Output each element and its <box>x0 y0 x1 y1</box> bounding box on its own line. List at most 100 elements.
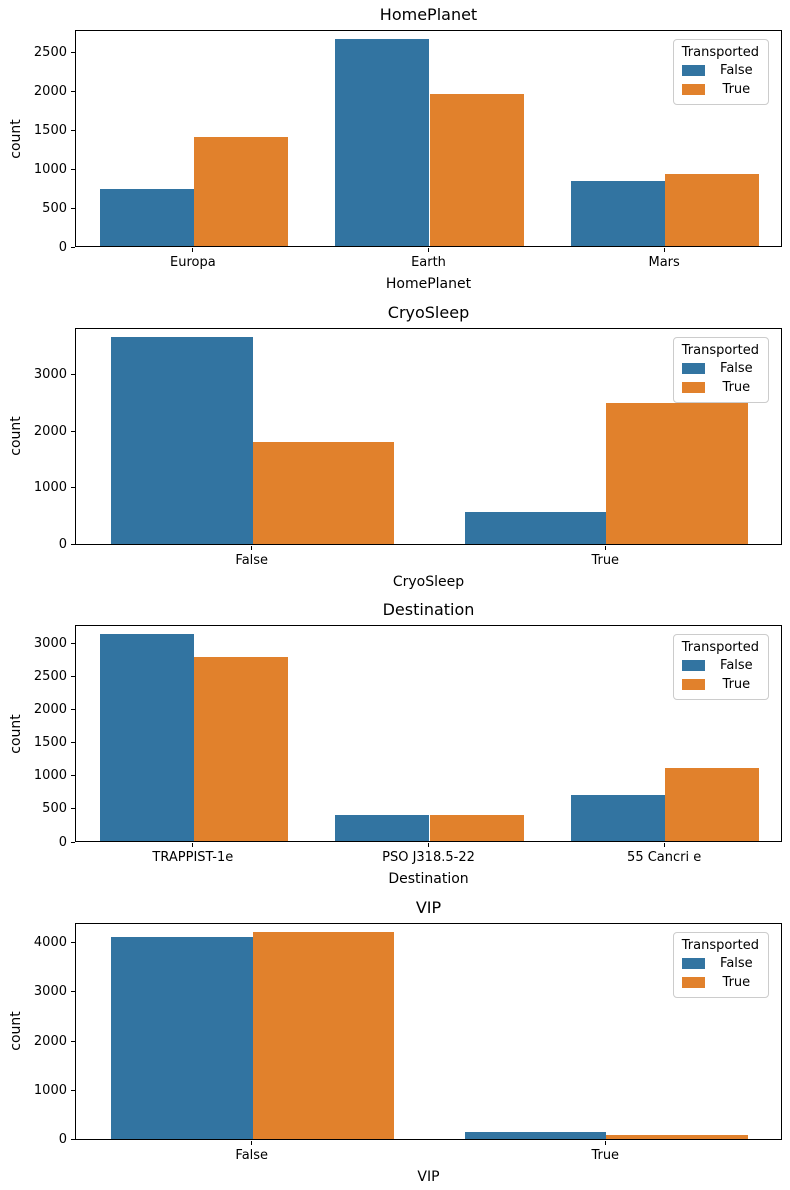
bar-cryosleep-true-true <box>606 402 748 544</box>
legend-title: Transported <box>681 45 759 60</box>
y-tick-mark <box>71 742 75 744</box>
x-tick-mark <box>428 843 429 847</box>
chart-title-cryosleep: CryoSleep <box>387 302 470 322</box>
y-tick-mark <box>71 90 75 92</box>
bar-homeplanet-earth-false <box>335 39 430 246</box>
y-tick-mark <box>71 544 75 545</box>
y-tick-label: 3000 <box>33 984 67 1000</box>
legend-entry-true: True <box>681 378 759 397</box>
chart-title-vip: VIP <box>415 897 442 917</box>
legend-swatch-false <box>681 362 705 374</box>
legend-entry-true: True <box>681 675 759 694</box>
x-tick-mark <box>604 1140 606 1145</box>
y-tick-label: 1000 <box>33 480 67 496</box>
y-tick-label: 0 <box>58 834 67 850</box>
bar-destination-trappist-1e-false <box>99 634 194 841</box>
bar-vip-true-false <box>464 1132 607 1139</box>
legend-title: Transported <box>681 640 759 655</box>
x-tick-mark <box>663 843 665 847</box>
x-tick-label: True <box>591 1147 620 1163</box>
y-tick-mark <box>71 487 75 489</box>
y-tick-label: 3000 <box>33 367 67 383</box>
y-tick-mark <box>71 643 75 645</box>
y-tick-label: 3000 <box>33 636 67 652</box>
legend-swatch-true <box>681 381 705 393</box>
y-tick-mark <box>71 207 75 209</box>
y-tick-label: 1500 <box>33 122 67 138</box>
y-tick-label: 2000 <box>33 83 67 99</box>
x-tick-mark <box>604 545 606 550</box>
x-tick-label: False <box>235 552 269 568</box>
legend-cryosleep: Transported False True <box>672 336 769 403</box>
y-axis-label-cryosleep: count <box>8 416 24 456</box>
y-tick-mark <box>71 1089 75 1091</box>
x-tick-label: TRAPPIST-1e <box>152 850 234 865</box>
plot-area-cryosleep: Transported False True <box>75 327 782 545</box>
legend-label: True <box>722 379 751 395</box>
x-axis-label-cryosleep: CryoSleep <box>392 573 465 590</box>
x-tick-label: Mars <box>648 255 680 270</box>
bar-destination-55-cancri-e-true <box>665 768 760 841</box>
chart-destination: Destination Transported False True 0 500 1000 1… <box>0 595 790 893</box>
bar-cryosleep-true-false <box>464 512 607 544</box>
y-tick-label: 1500 <box>33 735 67 751</box>
x-tick-label: False <box>235 1147 269 1163</box>
y-tick-label: 1000 <box>33 1082 67 1098</box>
legend-homeplanet: Transported False True <box>672 39 769 105</box>
bar-destination-pso-j318-5-22-false <box>335 814 430 841</box>
bar-cryosleep-false-false <box>111 336 253 544</box>
y-tick-label: 500 <box>42 801 67 817</box>
legend-label: False <box>720 955 753 971</box>
x-tick-mark <box>663 248 665 252</box>
chart-vip: VIP Transported False True 0 1000 2000 3000 4000… <box>0 893 790 1190</box>
legend-title: Transported <box>681 342 759 358</box>
plot-area-homeplanet: Transported False True <box>75 30 782 247</box>
y-tick-mark <box>71 374 75 376</box>
legend-label: True <box>722 974 751 990</box>
legend-label: True <box>722 82 751 97</box>
y-tick-mark <box>71 430 75 432</box>
y-axis-label-destination: count <box>8 713 24 754</box>
bar-cryosleep-false-true <box>252 442 395 544</box>
y-tick-label: 1000 <box>33 161 67 177</box>
legend-swatch-true <box>681 679 705 690</box>
bar-vip-true-true <box>606 1134 748 1139</box>
plot-area-destination: Transported False True <box>75 625 782 842</box>
y-tick-label: 2000 <box>33 702 67 718</box>
chart-title-destination: Destination <box>382 600 475 619</box>
plot-area-vip: Transported False True <box>75 922 782 1140</box>
legend-entry-true: True <box>681 80 759 99</box>
legend-entry-true: True <box>681 973 759 992</box>
chart-cryosleep: CryoSleep Transported False True 0 1000 2000 30… <box>0 298 790 596</box>
legend-entry-false: False <box>681 954 759 973</box>
y-tick-label: 1000 <box>33 768 67 784</box>
x-tick-mark <box>192 248 194 252</box>
y-tick-label: 2000 <box>33 423 67 439</box>
bar-destination-pso-j318-5-22-true <box>429 814 524 841</box>
x-tick-label: PSO J318.5-22 <box>382 850 475 865</box>
y-tick-mark <box>71 775 75 777</box>
y-axis-label-vip: count <box>8 1011 24 1051</box>
y-tick-label: 2000 <box>33 1033 67 1049</box>
bar-vip-false-true <box>252 931 395 1139</box>
y-tick-mark <box>71 129 75 131</box>
x-tick-mark <box>192 843 194 847</box>
x-axis-label-homeplanet: HomePlanet <box>385 276 472 292</box>
y-tick-mark <box>71 808 75 810</box>
y-tick-label: 2500 <box>33 669 67 685</box>
x-axis-label-destination: Destination <box>388 871 469 887</box>
x-tick-label: True <box>591 552 620 568</box>
y-axis-label-homeplanet: count <box>8 118 24 159</box>
y-tick-mark <box>71 1040 75 1042</box>
legend-destination: Transported False True <box>672 634 769 700</box>
y-tick-label: 0 <box>58 537 67 552</box>
legend-entry-false: False <box>681 656 759 675</box>
legend-vip: Transported False True <box>672 931 769 998</box>
bar-destination-trappist-1e-true <box>193 656 289 841</box>
y-tick-mark <box>71 841 75 843</box>
y-tick-label: 4000 <box>33 935 67 951</box>
x-tick-mark <box>428 248 429 252</box>
bar-destination-55-cancri-e-false <box>570 794 666 841</box>
legend-swatch-false <box>681 65 705 76</box>
